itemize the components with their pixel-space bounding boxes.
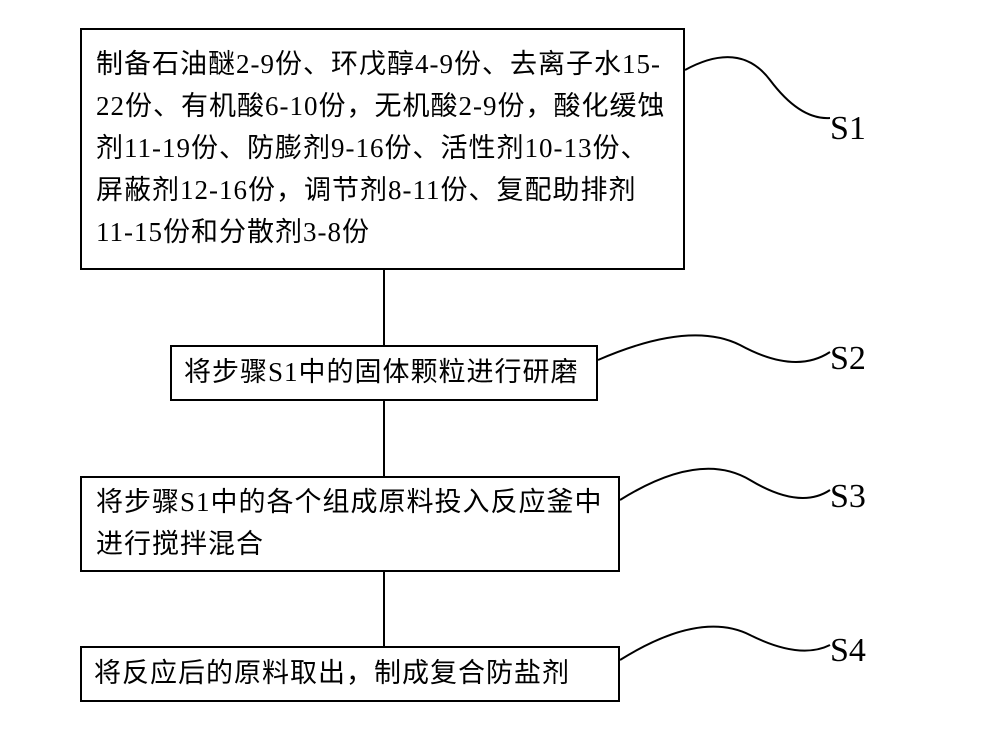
connector-s2-s3 — [383, 401, 385, 476]
flow-node-s2: 将步骤S1中的固体颗粒进行研磨 — [170, 345, 598, 401]
flow-label-s2: S2 — [830, 340, 866, 378]
flowchart-canvas: 制备石油醚2-9份、环戊醇4-9份、去离子水15-22份、有机酸6-10份，无机… — [0, 0, 1000, 732]
flow-label-s4: S4 — [830, 632, 866, 670]
flow-node-s1-text: 制备石油醚2-9份、环戊醇4-9份、去离子水15-22份、有机酸6-10份，无机… — [82, 34, 683, 263]
flow-label-s3: S3 — [830, 478, 866, 516]
connector-s3-s4 — [383, 572, 385, 646]
flow-node-s3: 将步骤S1中的各个组成原料投入反应釜中进行搅拌混合 — [80, 476, 620, 572]
flow-node-s1: 制备石油醚2-9份、环戊醇4-9份、去离子水15-22份、有机酸6-10份，无机… — [80, 28, 685, 270]
flow-label-s1: S1 — [830, 110, 866, 148]
flow-node-s4: 将反应后的原料取出，制成复合防盐剂 — [80, 646, 620, 702]
flow-node-s4-text: 将反应后的原料取出，制成复合防盐剂 — [82, 645, 582, 703]
flow-node-s2-text: 将步骤S1中的固体颗粒进行研磨 — [172, 344, 591, 402]
flow-node-s3-text: 将步骤S1中的各个组成原料投入反应釜中进行搅拌混合 — [82, 472, 618, 576]
connector-s1-s2 — [383, 270, 385, 345]
